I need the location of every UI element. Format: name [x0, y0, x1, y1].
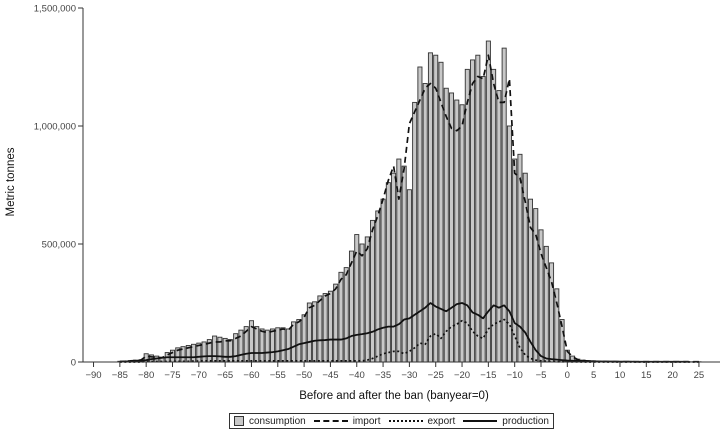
- x-tick-label: 0: [565, 370, 570, 381]
- consumption-bar: [464, 68, 470, 363]
- legend-item-consumption: consumption: [234, 416, 306, 427]
- consumption-bar: [312, 301, 318, 363]
- y-axis-title: Metric tonnes: [5, 147, 17, 216]
- consumption-bar: [401, 165, 407, 363]
- x-tick-label: −20: [454, 370, 470, 381]
- consumption-bar: [433, 54, 439, 363]
- x-tick-label: −30: [401, 370, 417, 381]
- x-tick-label: −60: [243, 370, 259, 381]
- x-tick-label: −70: [191, 370, 207, 381]
- y-tick-label: 1,500,000: [34, 4, 76, 15]
- consumption-bar: [359, 243, 365, 363]
- consumption-bar: [391, 172, 397, 363]
- consumption-bar: [238, 329, 244, 363]
- legend-label-consumption: consumption: [249, 415, 306, 427]
- consumption-bar: [264, 329, 270, 363]
- x-tick-label: −5: [536, 370, 547, 381]
- x-tick-label: −90: [85, 370, 101, 381]
- dotted-line-icon: [388, 420, 423, 422]
- consumption-bar: [212, 335, 218, 363]
- consumption-bar: [301, 314, 307, 363]
- legend-label-import: import: [352, 415, 381, 427]
- x-tick-label: −80: [138, 370, 154, 381]
- consumption-bar: [227, 339, 233, 363]
- consumption-bar: [459, 104, 465, 363]
- x-tick-label: −25: [428, 370, 444, 381]
- consumption-bar: [554, 288, 560, 363]
- series-lines: [119, 54, 699, 363]
- legend-label-export: export: [427, 415, 456, 427]
- consumption-bar: [338, 271, 344, 363]
- x-tick-label: 20: [667, 370, 678, 381]
- consumption-bar: [406, 189, 412, 363]
- x-tick-label: −75: [164, 370, 180, 381]
- legend-label-production: production: [502, 415, 549, 427]
- legend-item-production: production: [463, 416, 549, 427]
- consumption-bar: [291, 321, 297, 363]
- consumption-bar: [412, 101, 418, 363]
- consumption-bars: [117, 40, 702, 363]
- consumption-bar: [380, 198, 386, 363]
- consumption-bar: [512, 158, 518, 363]
- consumption-bar: [201, 341, 207, 363]
- consumption-bar: [270, 328, 276, 363]
- dashed-line-icon: [313, 420, 348, 422]
- legend-item-export: export: [388, 415, 456, 427]
- x-tick-label: 10: [615, 370, 626, 381]
- x-tick-label: −65: [217, 370, 233, 381]
- consumption-bar: [222, 337, 228, 363]
- consumption-bar: [385, 182, 391, 363]
- consumption-bar: [449, 92, 455, 363]
- y-tick-label: 1,000,000: [34, 122, 76, 133]
- x-tick-label: −55: [270, 370, 286, 381]
- consumption-bar: [427, 52, 433, 363]
- solid-line-icon: [463, 420, 498, 422]
- import-line: [119, 54, 699, 363]
- consumption-bar: [254, 326, 260, 363]
- consumption-bar: [317, 295, 323, 363]
- consumption-bar: [333, 283, 339, 363]
- x-tick-label: −15: [480, 370, 496, 381]
- x-tick-label: 5: [591, 370, 596, 381]
- x-tick-label: −35: [375, 370, 391, 381]
- x-tick-label: −10: [507, 370, 523, 381]
- consumption-bar: [470, 59, 476, 363]
- y-tick-label: 0: [71, 358, 76, 369]
- consumption-bar: [491, 68, 497, 363]
- axes: 0 500,000 1,000,000 1,500,000 −90 −85 −80 −75 −7…: [34, 4, 720, 381]
- consumption-bar: [517, 153, 523, 363]
- consumption-bar: [322, 293, 328, 363]
- consumption-bar: [259, 328, 265, 363]
- consumption-bar: [327, 290, 333, 363]
- x-tick-label: −85: [112, 370, 128, 381]
- consumption-bar: [296, 319, 302, 363]
- consumption-bar: [417, 66, 423, 363]
- consumption-bar: [285, 328, 291, 363]
- x-tick-label: 25: [694, 370, 705, 381]
- consumption-bar: [422, 83, 428, 363]
- consumption-bar: [343, 267, 349, 363]
- x-tick-label: −40: [349, 370, 365, 381]
- consumption-bar: [280, 327, 286, 363]
- consumption-bar: [348, 250, 354, 363]
- x-tick-label: 15: [641, 370, 652, 381]
- consumption-bar: [275, 327, 281, 363]
- production-line: [119, 302, 689, 363]
- consumption-bar: [375, 210, 381, 363]
- consumption-bar: [533, 208, 539, 363]
- legend: consumption import export production: [229, 413, 554, 429]
- consumption-bar: [306, 302, 312, 363]
- consumption-swatch-icon: [234, 416, 244, 426]
- legend-item-import: import: [313, 415, 381, 427]
- consumption-bar: [364, 236, 370, 363]
- x-tick-label: −45: [322, 370, 338, 381]
- consumption-bar: [370, 219, 376, 363]
- x-axis-title: Before and after the ban (banyear=0): [299, 390, 489, 402]
- y-tick-label: 500,000: [42, 240, 76, 251]
- consumption-bar: [443, 87, 449, 363]
- x-tick-label: −50: [296, 370, 312, 381]
